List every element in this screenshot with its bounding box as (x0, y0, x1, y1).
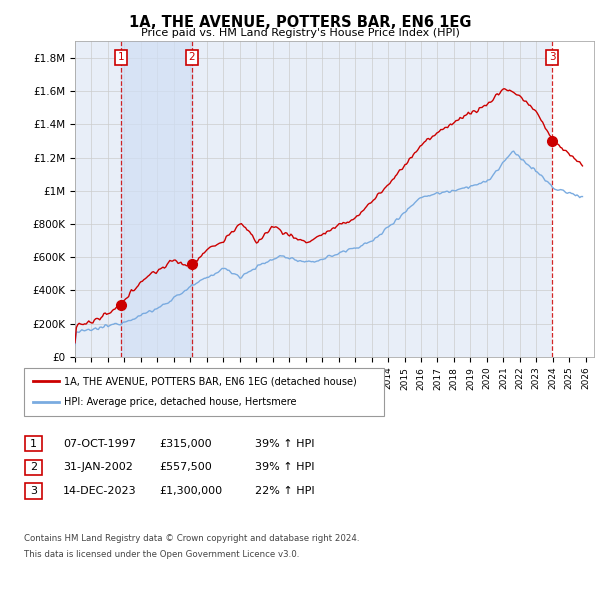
Bar (121, 41, 191, 357)
Text: 3: 3 (549, 53, 556, 63)
Text: £315,000: £315,000 (159, 439, 212, 448)
Text: 14-DEC-2023: 14-DEC-2023 (63, 486, 137, 496)
Bar (552, 41, 594, 357)
Text: £1,300,000: £1,300,000 (159, 486, 222, 496)
Text: 2: 2 (188, 53, 195, 63)
Text: 1: 1 (30, 439, 37, 448)
Text: Price paid vs. HM Land Registry's House Price Index (HPI): Price paid vs. HM Land Registry's House … (140, 28, 460, 38)
Text: 07-OCT-1997: 07-OCT-1997 (63, 439, 136, 448)
Text: 39% ↑ HPI: 39% ↑ HPI (255, 439, 314, 448)
Text: 31-JAN-2002: 31-JAN-2002 (63, 463, 133, 472)
Text: HPI: Average price, detached house, Hertsmere: HPI: Average price, detached house, Hert… (64, 398, 296, 408)
Text: 1A, THE AVENUE, POTTERS BAR, EN6 1EG (detached house): 1A, THE AVENUE, POTTERS BAR, EN6 1EG (de… (64, 376, 356, 386)
Text: 1: 1 (118, 53, 124, 63)
Text: 1A, THE AVENUE, POTTERS BAR, EN6 1EG: 1A, THE AVENUE, POTTERS BAR, EN6 1EG (129, 15, 471, 30)
Text: 3: 3 (30, 486, 37, 496)
Text: This data is licensed under the Open Government Licence v3.0.: This data is licensed under the Open Gov… (24, 550, 299, 559)
Text: Contains HM Land Registry data © Crown copyright and database right 2024.: Contains HM Land Registry data © Crown c… (24, 534, 359, 543)
Text: 2: 2 (30, 463, 37, 472)
Text: 39% ↑ HPI: 39% ↑ HPI (255, 463, 314, 472)
Text: £557,500: £557,500 (159, 463, 212, 472)
Text: 22% ↑ HPI: 22% ↑ HPI (255, 486, 314, 496)
